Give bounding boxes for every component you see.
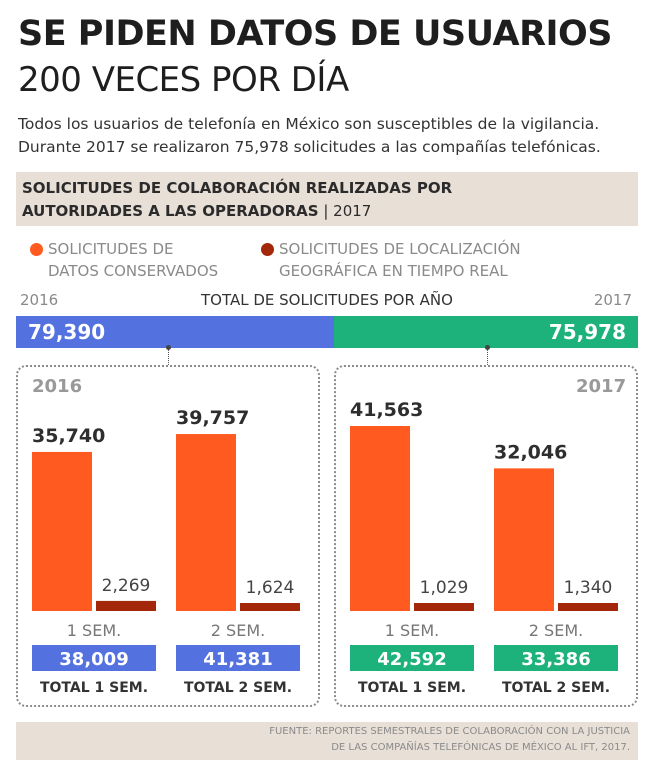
semester-total-box — [494, 645, 618, 671]
semester-total-value: 42,592 — [377, 649, 446, 670]
intro-text: Todos los usuarios de telefonía en Méxic… — [18, 113, 643, 159]
section-title-bold: AUTORIDADES A LAS OPERADORAS — [22, 202, 319, 220]
total-value-2017: 75,978 — [548, 320, 626, 344]
total-value-2016: 79,390 — [28, 320, 106, 344]
legend-label-location-line-2: GEOGRÁFICA EN TIEMPO REAL — [279, 262, 508, 280]
category-label: 1 SEM. — [67, 621, 121, 640]
legend-label-data-line-2: DATOS CONSERVADOS — [48, 262, 219, 280]
section-title-year: 2017 — [333, 202, 372, 220]
section-title-line-2: AUTORIDADES A LAS OPERADORAS | 2017 — [22, 202, 371, 220]
bar-value-label: 2,269 — [102, 576, 151, 596]
bar-value-label: 35,740 — [32, 425, 105, 447]
bar-value-label: 32,046 — [494, 441, 567, 463]
panel-year-2017: 2017 — [576, 376, 627, 397]
bar-data-conserved — [350, 426, 410, 611]
legend-label-data-line-1: SOLICITUDES DE — [48, 240, 174, 258]
section-title-divider: | — [318, 202, 334, 220]
bar-geolocation — [414, 603, 474, 611]
bar-data-conserved — [176, 434, 236, 611]
intro-line-2: Durante 2017 se realizaron 75,978 solici… — [18, 138, 601, 156]
semester-total-label: TOTAL 1 SEM. — [40, 680, 148, 696]
total-heading: TOTAL DE SOLICITUDES POR AÑO — [201, 291, 453, 309]
category-label: 1 SEM. — [385, 621, 439, 640]
section-header: SOLICITUDES DE COLABORACIÓN REALIZADAS P… — [16, 172, 638, 226]
total-year-right: 2017 — [593, 291, 632, 309]
bar-geolocation — [240, 603, 300, 611]
total-bar-2017: 75,978 — [334, 316, 638, 348]
panel-year-2016: 2016 — [32, 376, 83, 397]
legend-label-location-line-1: SOLICITUDES DE LOCALIZACIÓN — [279, 240, 521, 258]
semester-total-label: TOTAL 2 SEM. — [184, 680, 292, 696]
category-label: 2 SEM. — [211, 621, 265, 640]
legend-swatch-location — [261, 243, 274, 256]
bar-value-label: 41,563 — [350, 399, 423, 421]
total-year-left: 2016 — [20, 291, 59, 309]
total-bar-2016: 79,390 — [16, 316, 334, 348]
bar-data-conserved — [494, 468, 554, 611]
page-title: SE PIDEN DATOS DE USUARIOS — [18, 14, 613, 54]
semester-total-box — [350, 645, 474, 671]
bar-value-label: 1,624 — [246, 578, 295, 598]
semester-total-label: TOTAL 2 SEM. — [502, 680, 610, 696]
panel-2016 — [16, 365, 320, 707]
bar-value-label: 39,757 — [176, 407, 249, 429]
panel-2017 — [334, 365, 638, 707]
source-footer: FUENTE: REPORTES SEMESTRALES DE COLABORA… — [16, 722, 638, 760]
bar-geolocation — [558, 603, 618, 611]
connector-dot-2016 — [166, 345, 171, 350]
source-line-2: DE LAS COMPAÑÍAS TELEFÓNICAS DE MÉXICO A… — [331, 742, 630, 753]
semester-total-box — [32, 645, 156, 671]
connector-2016 — [168, 348, 169, 365]
connector-2017 — [487, 348, 488, 365]
intro-line-1: Todos los usuarios de telefonía en Méxic… — [18, 115, 600, 133]
semester-total-value: 41,381 — [203, 649, 272, 670]
semester-total-value: 38,009 — [59, 649, 128, 670]
connector-dot-2017 — [485, 345, 490, 350]
bar-geolocation — [96, 600, 156, 611]
bar-value-label: 1,340 — [564, 578, 613, 598]
category-label: 2 SEM. — [529, 621, 583, 640]
bar-data-conserved — [32, 451, 92, 611]
bar-value-label: 1,029 — [420, 578, 469, 598]
semester-total-value: 33,386 — [521, 649, 590, 670]
page-subtitle: 200 VECES POR DÍA — [18, 60, 349, 100]
source-line-1: FUENTE: REPORTES SEMESTRALES DE COLABORA… — [269, 726, 630, 737]
section-title-line-1: SOLICITUDES DE COLABORACIÓN REALIZADAS P… — [22, 179, 453, 197]
semester-total-box — [176, 645, 300, 671]
legend-swatch-data — [30, 243, 43, 256]
semester-total-label: TOTAL 1 SEM. — [358, 680, 466, 696]
